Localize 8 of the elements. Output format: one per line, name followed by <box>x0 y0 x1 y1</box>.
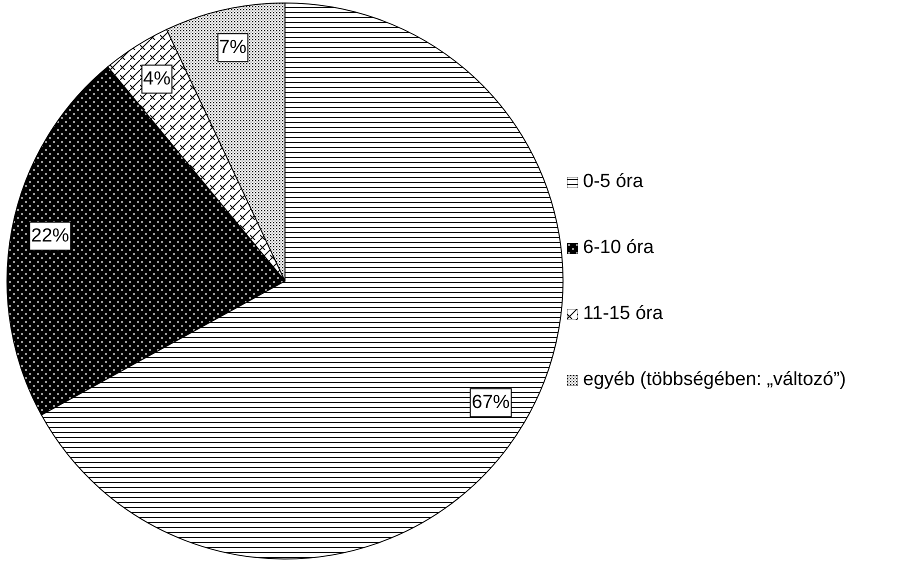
data-label: 7% <box>219 37 247 58</box>
legend-label: 11-15 óra <box>583 303 663 325</box>
data-label: 67% <box>472 392 510 414</box>
legend-label: egyéb (többségében: „változó”) <box>583 369 846 391</box>
legend-label: 0-5 óra <box>583 171 644 193</box>
data-label: 4% <box>143 68 171 90</box>
data-label: 22% <box>31 226 70 247</box>
legend-label: 6-10 óra <box>583 237 654 259</box>
